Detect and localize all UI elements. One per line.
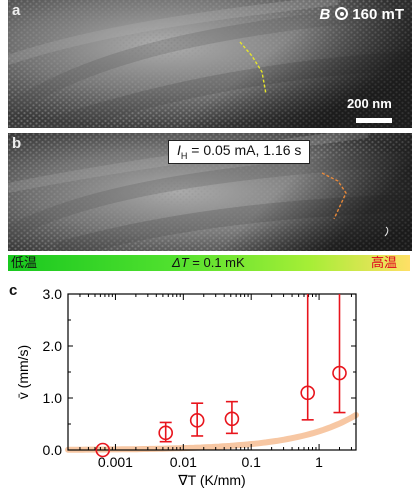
panel-a-marker-line [239,41,267,95]
panel-b-label: b [12,135,22,152]
field-symbol: B [319,6,331,23]
y-tick-label: 2.0 [43,338,63,354]
data-marker [158,425,173,441]
panel-a-image: a B 160 mT [8,0,412,128]
x-tick-label: 0.1 [241,454,261,470]
y-tick-label: 1.0 [43,390,63,406]
y-axis-label: v̄ (mm/s) [15,345,31,399]
gradient-hot-label: 高温 [371,255,398,270]
data-point [95,442,111,458]
data-point [300,294,316,421]
plot-frame [67,293,357,451]
scale-bar-label: 200 nm [347,96,392,111]
x-tick-label: 0.001 [98,454,133,470]
panel-b-marker-line [321,172,347,220]
data-marker [224,411,240,427]
data-marker [300,385,316,401]
field-value: 160 mT [352,6,404,23]
x-axis-label: ∇T (K/mm) [177,472,245,488]
x-tick-label: 0.01 [170,454,197,470]
velocity-chart: 0.0 1.0 2.0 3.0 0.001 0.01 0.1 1 ∇T (K/mm) v̄ (mm… [15,286,359,488]
panel-a-label: a [12,2,21,19]
data-point [189,402,205,437]
heater-subscript: H [180,150,188,161]
heater-symbol: I [177,142,181,158]
magnetic-field-label: B 160 mT [319,6,404,23]
y-tick-label: 0.0 [43,442,63,458]
scale-bar [356,118,392,123]
delta-value: = 0.1 mK [188,255,245,270]
panel-a-texture [8,0,412,128]
temperature-gradient-bar [8,255,410,271]
data-marker [95,442,111,458]
heater-current-label: IH = 0.05 mA, 1.16 s [168,140,311,164]
y-tick-label: 3.0 [43,286,63,302]
data-point [158,421,173,443]
out-of-plane-icon [335,7,349,20]
delta-symbol: ΔT [172,255,189,270]
panel-b-small-mark [384,226,389,237]
data-marker [332,365,347,381]
data-marker [189,413,205,428]
x-tick-label: 1 [315,454,323,470]
heater-value: = 0.05 mA, 1.16 s [187,142,302,158]
fit-curve [65,412,359,453]
data-point [332,294,347,414]
panel-c-label: c [9,282,18,299]
gradient-delta-label: ΔT = 0.1 mK [172,255,245,271]
data-point [224,400,240,435]
gradient-cold-label: 低温 [11,255,38,270]
